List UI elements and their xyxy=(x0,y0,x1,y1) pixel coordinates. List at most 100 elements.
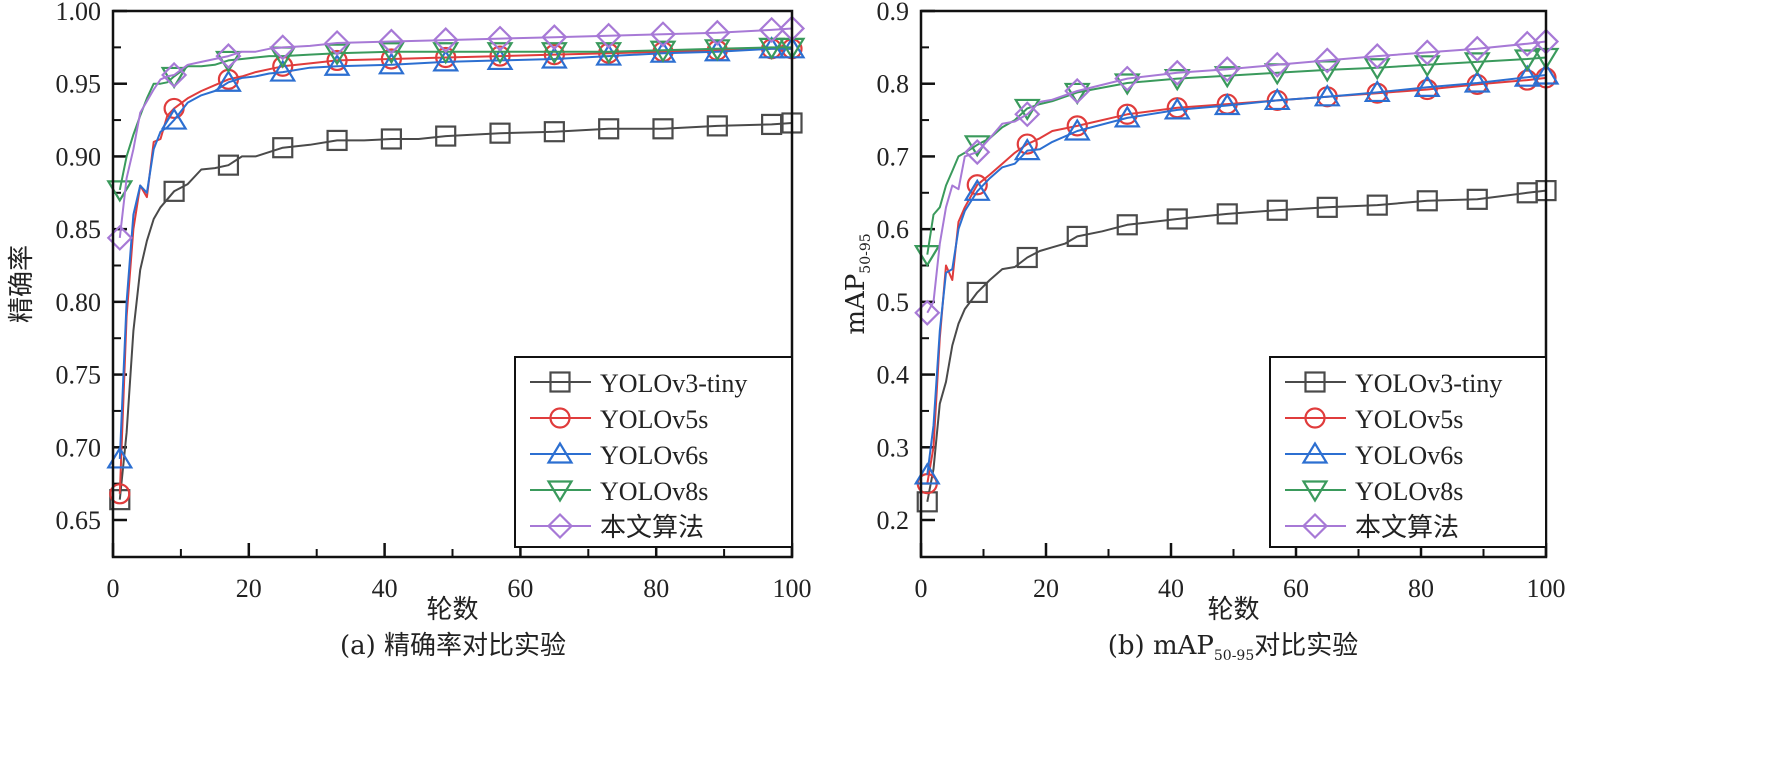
data-point-marker xyxy=(1066,225,1088,248)
x-tick-label: 80 xyxy=(643,574,669,603)
series-group xyxy=(106,15,806,511)
data-point-marker xyxy=(649,40,677,63)
legend-label: 本文算法 xyxy=(600,513,704,542)
data-point-marker xyxy=(1264,51,1291,78)
y-tick-label: 0.85 xyxy=(56,215,102,244)
data-point-marker xyxy=(1063,118,1091,141)
legend-marker xyxy=(1304,407,1326,429)
legend-label: YOLOv6s xyxy=(1355,441,1463,470)
x-tick-label: 0 xyxy=(107,574,120,603)
data-point-marker xyxy=(1014,101,1041,128)
data-point-marker xyxy=(1163,97,1191,120)
data-point-marker xyxy=(160,66,188,90)
data-point-marker xyxy=(598,118,620,140)
data-point-marker xyxy=(595,43,623,66)
y-axis-title-sub: 50-95 xyxy=(858,233,874,273)
data-point-marker xyxy=(1113,105,1141,128)
data-point-marker xyxy=(964,139,991,166)
legend-item: YOLOv6s xyxy=(530,441,708,470)
data-point-marker xyxy=(1013,137,1041,161)
legend-item: YOLOv6s xyxy=(1285,441,1463,470)
data-point-marker xyxy=(595,22,622,49)
data-point-marker xyxy=(380,48,402,70)
y-tick-label: 0.3 xyxy=(877,433,910,462)
data-point-marker xyxy=(540,42,568,65)
data-point-marker xyxy=(1314,47,1341,74)
legend-box xyxy=(1269,356,1547,548)
data-point-marker xyxy=(1266,199,1288,221)
caption-b: (b) mAP50-95对比实验 xyxy=(1108,631,1359,664)
y-tick-label: 0.4 xyxy=(877,361,910,390)
caption-a: (a) 精确率对比实验 xyxy=(340,631,566,661)
legend-item: YOLOv8s xyxy=(530,477,708,506)
data-point-marker xyxy=(489,122,511,144)
data-point-marker xyxy=(1263,87,1291,111)
data-point-marker xyxy=(1513,64,1541,87)
x-axis-title: 轮数 xyxy=(1207,595,1259,625)
legend-label: YOLOv3-tiny xyxy=(1355,369,1502,398)
legend-marker xyxy=(1304,371,1326,393)
y-tick-label: 0.6 xyxy=(877,215,910,244)
data-point-marker xyxy=(1316,196,1338,218)
x-tick-label: 20 xyxy=(236,574,262,603)
data-point-marker xyxy=(486,47,514,71)
y-tick-label: 0.9 xyxy=(877,0,910,26)
data-point-marker xyxy=(649,21,677,48)
data-point-marker xyxy=(966,174,988,196)
data-point-marker xyxy=(1413,55,1441,78)
data-point-marker xyxy=(1116,214,1138,236)
series-line xyxy=(926,40,1547,314)
legend-marker xyxy=(546,441,574,464)
data-point-marker xyxy=(1416,190,1438,212)
series-line xyxy=(118,47,792,459)
legend-label: YOLOv8s xyxy=(600,477,708,506)
data-point-marker xyxy=(706,115,728,137)
data-point-marker xyxy=(486,25,514,52)
series-group xyxy=(913,28,1560,513)
data-point-marker xyxy=(432,42,460,65)
x-tick-label: 100 xyxy=(1527,574,1566,603)
series-YOLOv3-tiny xyxy=(109,112,803,511)
data-point-marker xyxy=(1164,59,1191,86)
y-tick-label: 0.5 xyxy=(877,288,910,317)
data-point-marker xyxy=(1463,70,1491,93)
data-point-marker xyxy=(1216,203,1238,225)
data-point-marker xyxy=(1413,74,1441,97)
data-point-marker xyxy=(758,37,786,60)
series-YOLOv6s xyxy=(913,62,1560,485)
legend-label: 本文算法 xyxy=(1355,513,1459,542)
data-point-marker xyxy=(652,118,674,140)
x-tick-label: 40 xyxy=(1158,574,1184,603)
data-point-marker xyxy=(272,137,294,159)
y-tick-label: 0.7 xyxy=(877,142,910,171)
legend-item: YOLOv3-tiny xyxy=(530,369,747,398)
data-point-marker xyxy=(377,42,405,65)
data-point-marker xyxy=(326,49,348,72)
legend-marker xyxy=(546,512,574,540)
data-point-marker xyxy=(1363,79,1391,103)
legend-marker xyxy=(1301,441,1329,464)
legend-marker xyxy=(1301,480,1329,503)
data-point-marker xyxy=(1066,115,1088,137)
data-point-marker xyxy=(486,42,514,65)
legend-label: YOLOv6s xyxy=(600,441,708,470)
y-tick-label: 0.90 xyxy=(56,142,102,171)
data-point-marker xyxy=(215,43,242,70)
data-point-marker xyxy=(758,16,785,43)
data-point-marker xyxy=(1213,92,1241,116)
data-point-marker xyxy=(323,53,351,76)
y-tick-label: 0.70 xyxy=(56,433,102,462)
data-point-marker xyxy=(1416,78,1438,101)
x-tick-label: 100 xyxy=(773,574,812,603)
data-point-marker xyxy=(595,42,623,65)
series-本文算法 xyxy=(914,28,1560,326)
legend-marker xyxy=(1301,512,1329,540)
data-point-marker xyxy=(1016,246,1038,269)
y-axis-title: mAP50-95 xyxy=(841,233,874,334)
data-point-marker xyxy=(966,281,988,304)
data-point-marker xyxy=(323,43,351,66)
data-point-marker xyxy=(435,46,457,69)
data-point-marker xyxy=(1364,43,1391,70)
y-tick-label: 0.2 xyxy=(877,506,910,535)
series-line xyxy=(118,27,793,239)
